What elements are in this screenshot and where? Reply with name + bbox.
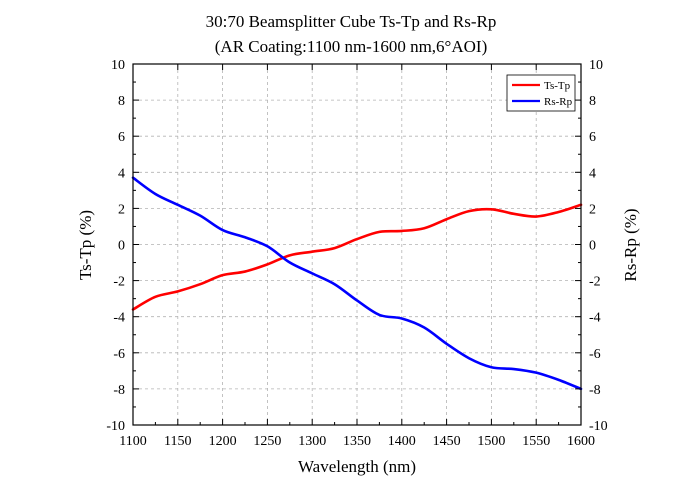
y-tick-label-right: -2 xyxy=(589,275,601,290)
y-tick-label-right: 10 xyxy=(589,58,603,73)
x-tick-label: 1450 xyxy=(433,434,461,449)
x-tick-label: 1400 xyxy=(388,434,416,449)
y-tick-label-left: -2 xyxy=(113,275,125,290)
x-tick-label: 1250 xyxy=(253,434,281,449)
y-tick-label-right: 4 xyxy=(589,166,596,181)
chart-subtitle: (AR Coating:1100 nm-1600 nm,6°AOI) xyxy=(215,37,487,56)
chart-title: 30:70 Beamsplitter Cube Ts-Tp and Rs-Rp xyxy=(206,12,497,31)
y-tick-label-right: 0 xyxy=(589,239,596,254)
y-tick-label-left: -4 xyxy=(113,311,125,326)
series-line-ts-tp xyxy=(131,203,583,311)
y-axis-label-left: Ts-Tp (%) xyxy=(76,210,95,280)
y-tick-label-left: -8 xyxy=(113,383,125,398)
x-tick-label: 1500 xyxy=(477,434,505,449)
y-tick-label-left: 4 xyxy=(118,166,125,181)
x-tick-label: 1150 xyxy=(164,434,191,449)
y-tick-label-right: -10 xyxy=(589,419,608,434)
axis-ticks: 1100 1150 1200 1250 1300 1350 1400 1450 1500 1550… xyxy=(106,58,607,449)
series-layer xyxy=(131,176,583,391)
y-tick-label-left: 0 xyxy=(118,239,125,254)
y-tick-label-left: 10 xyxy=(111,58,125,73)
y-tick-label-left: 8 xyxy=(118,94,125,109)
y-tick-label-right: 2 xyxy=(589,202,596,217)
y-tick-label-right: 6 xyxy=(589,130,596,145)
legend-box xyxy=(506,74,576,112)
x-tick-label: 1200 xyxy=(209,434,237,449)
y-axis-label-right: Rs-Rp (%) xyxy=(621,208,640,281)
y-tick-label-right: -6 xyxy=(589,347,601,362)
legend: Ts-Tp Rs-Rp xyxy=(506,74,576,112)
series-line-rs-rp xyxy=(131,176,583,391)
legend-label-ts-tp: Ts-Tp xyxy=(544,80,571,92)
x-tick-label: 1550 xyxy=(522,434,550,449)
x-axis-label: Wavelength (nm) xyxy=(298,457,416,476)
y-tick-label-right: 8 xyxy=(589,94,596,109)
y-tick-label-left: 2 xyxy=(118,202,125,217)
y-tick-label-right: -8 xyxy=(589,383,601,398)
x-tick-label: 1300 xyxy=(298,434,326,449)
y-tick-label-right: -4 xyxy=(589,311,601,326)
y-tick-label-left: -10 xyxy=(106,419,125,434)
x-tick-label: 1600 xyxy=(567,434,595,449)
x-tick-label: 1350 xyxy=(343,434,371,449)
y-tick-label-left: -6 xyxy=(113,347,125,362)
x-tick-label: 1100 xyxy=(119,434,146,449)
legend-label-rs-rp: Rs-Rp xyxy=(544,96,573,108)
grid xyxy=(133,64,581,425)
y-tick-label-left: 6 xyxy=(118,130,125,145)
